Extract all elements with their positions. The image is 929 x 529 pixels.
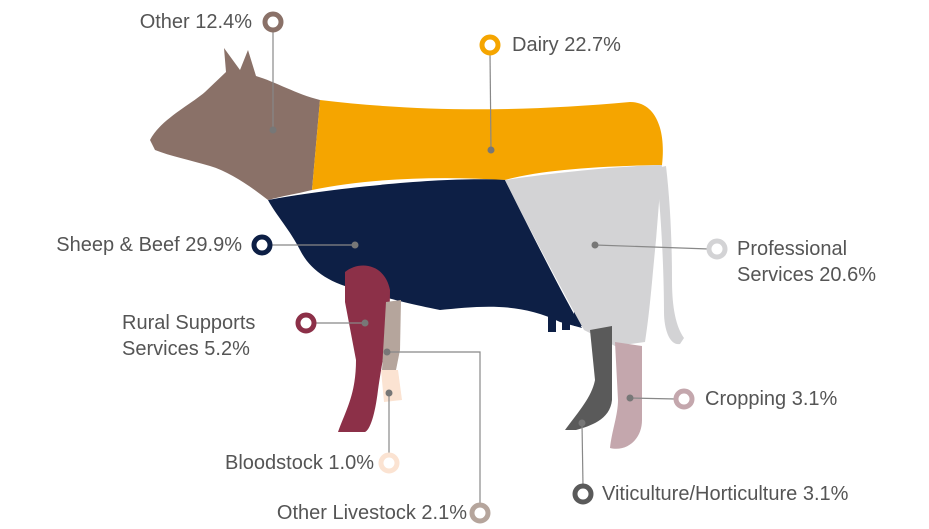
value-label: 20.6% [819,264,876,286]
value-label: 22.7% [564,34,621,56]
marker-ring [482,37,498,53]
leader-dot [270,127,277,134]
leader-line [582,423,583,486]
label: Viticulture/Horticulture 3.1% [602,481,848,507]
marker-ring [472,505,488,521]
value-label: 3.1% [803,483,849,505]
marker-ring [676,391,692,407]
value-label: 5.2% [204,338,250,360]
marker-ring [265,14,281,30]
cow-segment [610,342,642,449]
infographic: Other 12.4% Dairy 22.7% Sheep & Beef 29.9%… [0,0,929,529]
cow-segment [656,166,684,344]
leader-dot [579,420,586,427]
label: Other 12.4% [140,9,252,35]
label: Rural Supports Services 5.2% [122,310,292,362]
leader-line [387,352,480,505]
leader-dot [352,242,359,249]
value-label: 2.1% [421,502,467,524]
value-label: 3.1% [792,388,838,410]
label: Cropping 3.1% [705,386,837,412]
label: Sheep & Beef 29.9% [56,232,242,258]
label: Bloodstock 1.0% [225,450,374,476]
cow-segment [381,370,402,402]
leader-dot [384,349,391,356]
leader-dot [488,147,495,154]
category-label: Dairy [512,34,559,56]
category-label: Sheep & Beef [56,234,179,256]
value-label: 12.4% [195,11,252,33]
category-label: Other Livestock [277,502,416,524]
category-label: Bloodstock [225,452,323,474]
leader-dot [627,395,634,402]
marker-ring [381,455,397,471]
cow-segment [565,326,612,430]
leader-dot [362,320,369,327]
cow-segment [338,266,390,432]
label: Other Livestock 2.1% [277,500,467,526]
category-label: Viticulture/Horticulture [602,483,797,505]
category-label: Cropping [705,388,786,410]
marker-ring [298,315,314,331]
label: Professional Services 20.6% [737,236,917,288]
leader-dot [386,390,393,397]
value-label: 29.9% [185,234,242,256]
marker-ring [575,486,591,502]
category-label: Other [140,11,190,33]
cow-segment [150,48,320,200]
leader-dot [592,242,599,249]
value-label: 1.0% [328,452,374,474]
marker-ring [709,241,725,257]
marker-ring [254,237,270,253]
label: Dairy 22.7% [512,32,621,58]
